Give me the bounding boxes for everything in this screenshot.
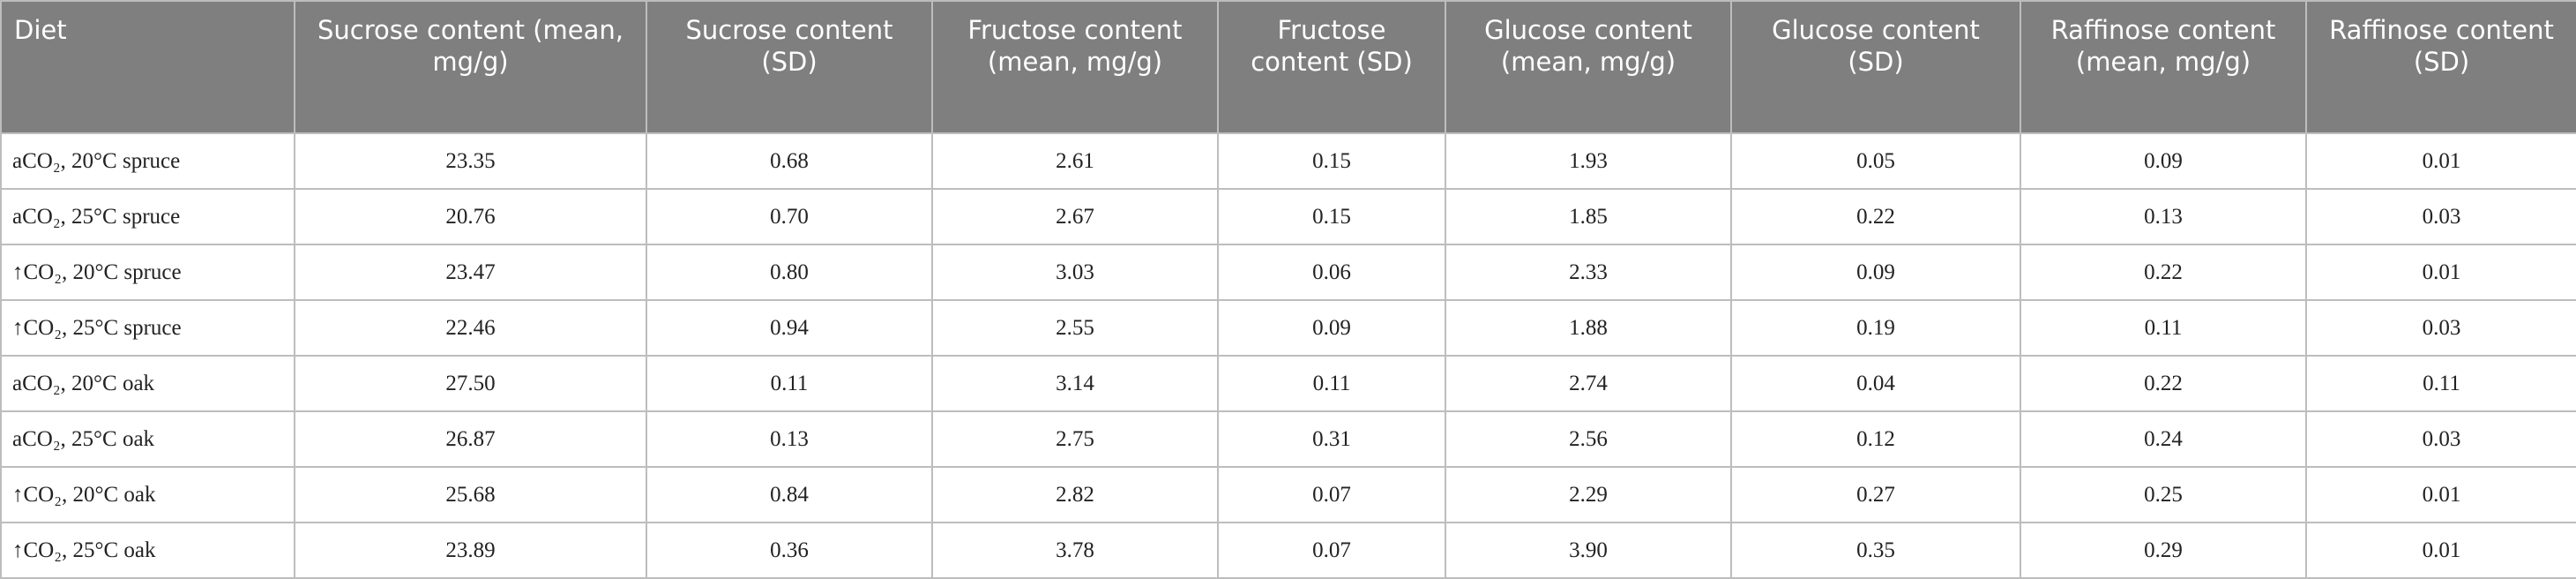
header-cell: Sucrose content (SD) bbox=[646, 0, 933, 134]
value-cell: 0.31 bbox=[1217, 410, 1446, 468]
value-cell: 0.01 bbox=[2305, 244, 2576, 301]
value-cell: 0.22 bbox=[1730, 188, 2021, 245]
value-cell: 3.03 bbox=[931, 244, 1219, 301]
header-cell: Fructose content (mean, mg/g) bbox=[931, 0, 1219, 134]
value-cell: 0.11 bbox=[2305, 355, 2576, 412]
value-cell: 0.29 bbox=[2020, 522, 2307, 579]
value-cell: 27.50 bbox=[294, 355, 647, 412]
value-cell: 0.24 bbox=[2020, 410, 2307, 468]
value-cell: 0.07 bbox=[1217, 522, 1446, 579]
value-cell: 1.85 bbox=[1445, 188, 1732, 245]
table-row: aCO₂, 20°C spruce 23.35 0.68 2.61 0.15 1.93 0.… bbox=[0, 132, 2576, 190]
value-cell: 1.93 bbox=[1445, 132, 1732, 190]
value-cell: 2.75 bbox=[931, 410, 1219, 468]
value-cell: 0.04 bbox=[1730, 355, 2021, 412]
diet-cell: ↑CO₂, 25°C oak bbox=[0, 522, 295, 579]
value-cell: 2.29 bbox=[1445, 466, 1732, 523]
value-cell: 0.03 bbox=[2305, 299, 2576, 357]
header-cell: Glucose content (mean, mg/g) bbox=[1445, 0, 1732, 134]
diet-cell: aCO₂, 25°C oak bbox=[0, 410, 295, 468]
header-row: Diet Sucrose content (mean, mg/g) Sucrose … bbox=[0, 0, 2576, 134]
value-cell: 2.55 bbox=[931, 299, 1219, 357]
diet-cell: aCO₂, 20°C spruce bbox=[0, 132, 295, 190]
value-cell: 0.09 bbox=[1217, 299, 1446, 357]
value-cell: 0.11 bbox=[1217, 355, 1446, 412]
header-cell: Glucose content (SD) bbox=[1730, 0, 2021, 134]
table-row: aCO₂, 20°C oak 27.50 0.11 3.14 0.11 2.74 0.04 0… bbox=[0, 355, 2576, 412]
value-cell: 0.15 bbox=[1217, 188, 1446, 245]
diet-cell: aCO₂, 20°C oak bbox=[0, 355, 295, 412]
value-cell: 2.67 bbox=[931, 188, 1219, 245]
table-row: aCO₂, 25°C spruce 20.76 0.70 2.67 0.15 1.85 0.… bbox=[0, 188, 2576, 245]
diet-cell: ↑CO₂, 25°C spruce bbox=[0, 299, 295, 357]
value-cell: 2.56 bbox=[1445, 410, 1732, 468]
value-cell: 1.88 bbox=[1445, 299, 1732, 357]
value-cell: 0.70 bbox=[646, 188, 933, 245]
value-cell: 0.03 bbox=[2305, 188, 2576, 245]
table-row: ↑CO₂, 25°C oak 23.89 0.36 3.78 0.07 3.90 0.35 0… bbox=[0, 522, 2576, 579]
value-cell: 0.68 bbox=[646, 132, 933, 190]
value-cell: 3.78 bbox=[931, 522, 1219, 579]
value-cell: 0.01 bbox=[2305, 522, 2576, 579]
value-cell: 23.35 bbox=[294, 132, 647, 190]
value-cell: 23.47 bbox=[294, 244, 647, 301]
value-cell: 0.27 bbox=[1730, 466, 2021, 523]
diet-cell: aCO₂, 25°C spruce bbox=[0, 188, 295, 245]
value-cell: 0.15 bbox=[1217, 132, 1446, 190]
header-cell: Diet bbox=[0, 0, 295, 134]
value-cell: 0.07 bbox=[1217, 466, 1446, 523]
value-cell: 0.09 bbox=[1730, 244, 2021, 301]
value-cell: 0.84 bbox=[646, 466, 933, 523]
table-row: ↑CO₂, 25°C spruce 22.46 0.94 2.55 0.09 1.88 0.… bbox=[0, 299, 2576, 357]
value-cell: 0.80 bbox=[646, 244, 933, 301]
value-cell: 23.89 bbox=[294, 522, 647, 579]
value-cell: 2.82 bbox=[931, 466, 1219, 523]
value-cell: 2.33 bbox=[1445, 244, 1732, 301]
table-row: aCO₂, 25°C oak 26.87 0.13 2.75 0.31 2.56 0.12 0… bbox=[0, 410, 2576, 468]
value-cell: 0.94 bbox=[646, 299, 933, 357]
value-cell: 0.13 bbox=[646, 410, 933, 468]
value-cell: 0.36 bbox=[646, 522, 933, 579]
value-cell: 3.90 bbox=[1445, 522, 1732, 579]
table-row: ↑CO₂, 20°C spruce 23.47 0.80 3.03 0.06 2.33 0.… bbox=[0, 244, 2576, 301]
value-cell: 20.76 bbox=[294, 188, 647, 245]
value-cell: 0.11 bbox=[646, 355, 933, 412]
value-cell: 0.22 bbox=[2020, 355, 2307, 412]
value-cell: 0.01 bbox=[2305, 132, 2576, 190]
header-cell: Fructose content (SD) bbox=[1217, 0, 1446, 134]
table-header: Diet Sucrose content (mean, mg/g) Sucrose … bbox=[0, 0, 2576, 134]
value-cell: 2.74 bbox=[1445, 355, 1732, 412]
value-cell: 0.22 bbox=[2020, 244, 2307, 301]
value-cell: 0.25 bbox=[2020, 466, 2307, 523]
value-cell: 0.09 bbox=[2020, 132, 2307, 190]
value-cell: 0.13 bbox=[2020, 188, 2307, 245]
value-cell: 0.01 bbox=[2305, 466, 2576, 523]
value-cell: 2.61 bbox=[931, 132, 1219, 190]
value-cell: 3.14 bbox=[931, 355, 1219, 412]
diet-cell: ↑CO₂, 20°C spruce bbox=[0, 244, 295, 301]
value-cell: 0.12 bbox=[1730, 410, 2021, 468]
value-cell: 0.11 bbox=[2020, 299, 2307, 357]
value-cell: 22.46 bbox=[294, 299, 647, 357]
table-body: aCO₂, 20°C spruce 23.35 0.68 2.61 0.15 1.93 0.… bbox=[0, 132, 2576, 579]
value-cell: 25.68 bbox=[294, 466, 647, 523]
value-cell: 0.05 bbox=[1730, 132, 2021, 190]
table-row: ↑CO₂, 20°C oak 25.68 0.84 2.82 0.07 2.29 0.27 0… bbox=[0, 466, 2576, 523]
diet-cell: ↑CO₂, 20°C oak bbox=[0, 466, 295, 523]
value-cell: 26.87 bbox=[294, 410, 647, 468]
header-cell: Sucrose content (mean, mg/g) bbox=[294, 0, 647, 134]
value-cell: 0.19 bbox=[1730, 299, 2021, 357]
value-cell: 0.03 bbox=[2305, 410, 2576, 468]
value-cell: 0.06 bbox=[1217, 244, 1446, 301]
header-cell: Raffinose content (SD) bbox=[2305, 0, 2576, 134]
header-cell: Raffinose content (mean, mg/g) bbox=[2020, 0, 2307, 134]
value-cell: 0.35 bbox=[1730, 522, 2021, 579]
